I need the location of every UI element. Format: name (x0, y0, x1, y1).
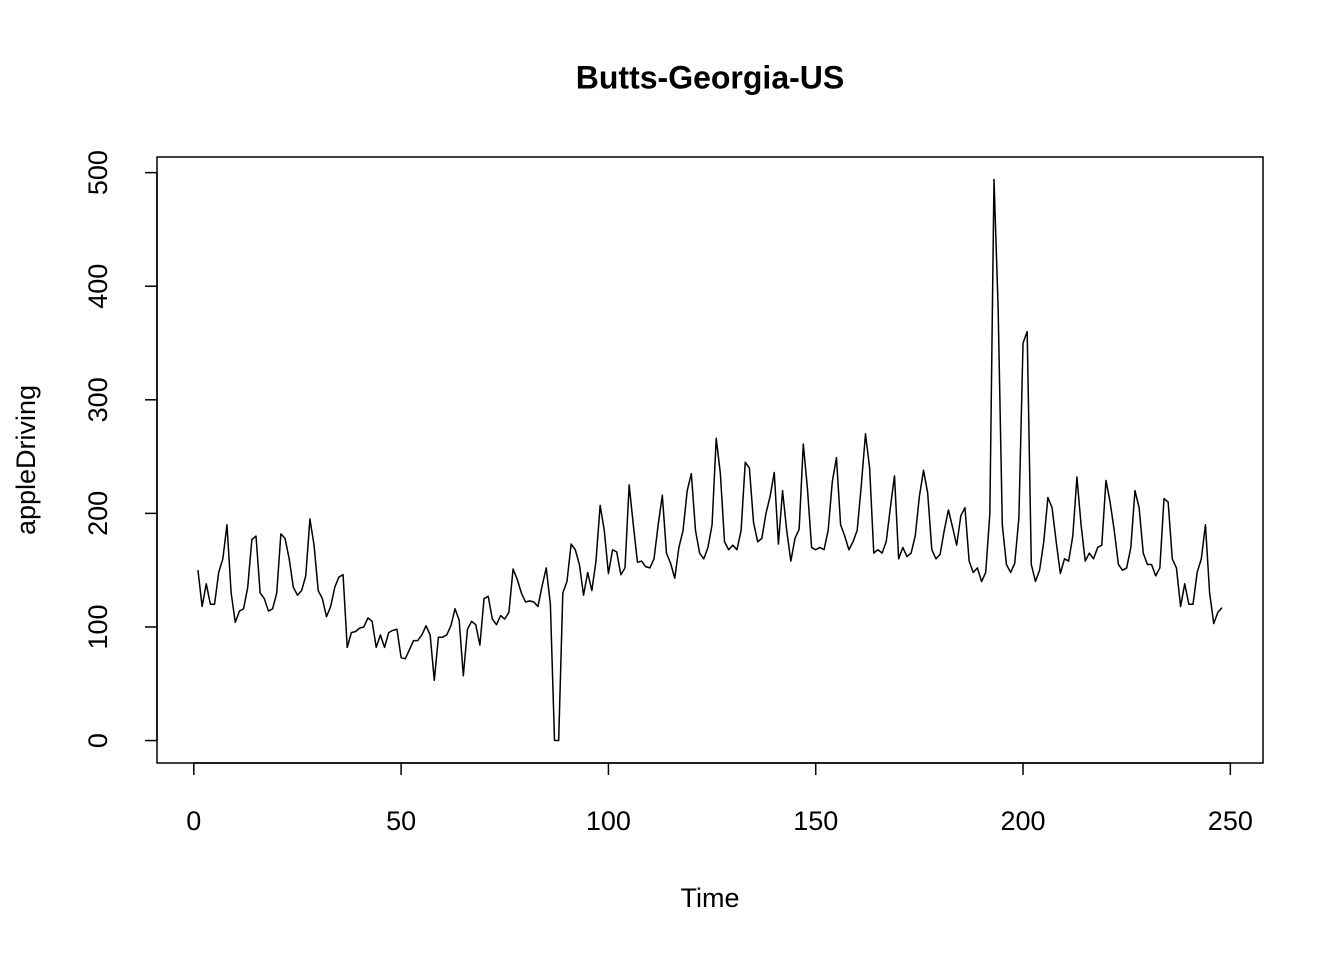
y-tick-label: 500 (83, 150, 113, 195)
y-tick-label: 0 (83, 733, 113, 748)
x-tick-label: 50 (386, 806, 416, 836)
y-tick-label: 100 (83, 604, 113, 649)
y-tick-label: 300 (83, 377, 113, 422)
chart-title: Butts-Georgia-US (576, 59, 844, 95)
x-tick-label: 100 (586, 806, 631, 836)
x-tick-label: 0 (186, 806, 201, 836)
data-line (197, 178, 1223, 742)
x-tick-label: 200 (1000, 806, 1045, 836)
y-tick-label: 200 (83, 491, 113, 536)
x-tick-label: 150 (793, 806, 838, 836)
plot-box (156, 156, 1264, 764)
y-axis-label: appleDriving (11, 385, 41, 535)
y-tick-label: 400 (83, 264, 113, 309)
x-tick-label: 250 (1208, 806, 1253, 836)
x-axis-label: Time (681, 883, 740, 913)
